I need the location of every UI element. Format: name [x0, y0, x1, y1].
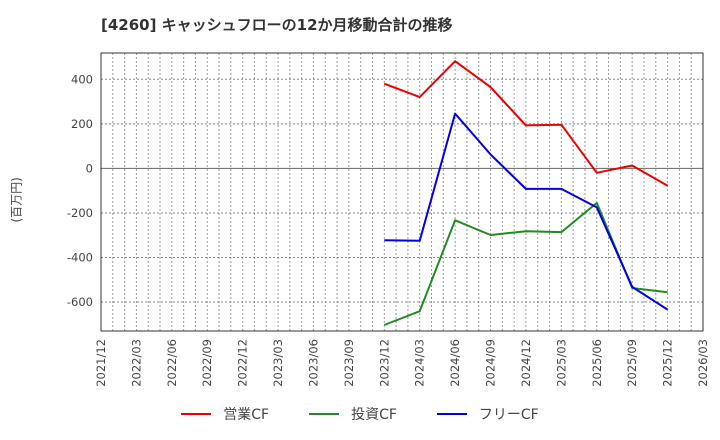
x-tick-label: 2023/03 [271, 339, 285, 387]
x-tick-label: 2022/12 [236, 339, 250, 387]
legend-swatch-icon [309, 413, 340, 415]
y-tick-label: 0 [86, 161, 93, 175]
legend-label: フリーCF [478, 407, 539, 423]
series-lines [383, 60, 669, 326]
x-tick-label: 2025/03 [554, 339, 568, 387]
x-tick-label: 2022/06 [165, 339, 179, 387]
x-tick-label: 2023/09 [342, 339, 356, 387]
x-tick-label: 2024/12 [519, 339, 533, 387]
legend-label: 投資CF [351, 407, 397, 423]
x-tick-label: 2023/06 [306, 339, 320, 387]
legend-item-free-cf: フリーCF [436, 404, 539, 424]
x-tick-label: 2025/12 [661, 339, 675, 387]
series-line [383, 60, 669, 187]
x-tick-label: 2024/09 [484, 339, 498, 387]
x-tick-label: 2026/03 [696, 339, 710, 387]
x-tick-label: 2025/09 [625, 339, 639, 387]
x-tick-label: 2024/03 [413, 339, 427, 387]
y-tick-label: -200 [67, 206, 93, 220]
x-tick-label: 2022/03 [129, 339, 143, 387]
y-tick-label: -400 [67, 250, 93, 264]
x-axis-ticks: 2021/12 2022/03 2022/06 2022/09 2022/12 2023/… [94, 339, 710, 387]
plot-frame [100, 52, 704, 332]
legend: 営業CF 投資CF フリーCF [0, 404, 720, 424]
legend-item-investing-cf: 投資CF [309, 404, 397, 424]
y-tick-label: 200 [71, 117, 93, 131]
x-tick-label: 2021/12 [94, 339, 108, 387]
y-tick-label: 400 [71, 72, 93, 86]
legend-label: 営業CF [223, 407, 270, 423]
chart-title: [4260] キャッシュフローの12か月移動合計の推移 [101, 16, 453, 34]
legend-item-operating-cf: 営業CF [181, 404, 269, 424]
legend-swatch-icon [181, 413, 212, 415]
x-tick-label: 2025/06 [590, 339, 604, 387]
x-tick-label: 2024/06 [448, 339, 462, 387]
grid-lines [101, 53, 703, 331]
y-axis-ticks: 400 200 0 -200 -400 -600 [67, 72, 93, 309]
y-tick-label: -600 [67, 295, 93, 309]
legend-swatch-icon [436, 413, 467, 415]
series-line [384, 112, 669, 311]
x-tick-label: 2023/12 [377, 339, 391, 387]
x-tick-label: 2022/09 [200, 339, 214, 387]
